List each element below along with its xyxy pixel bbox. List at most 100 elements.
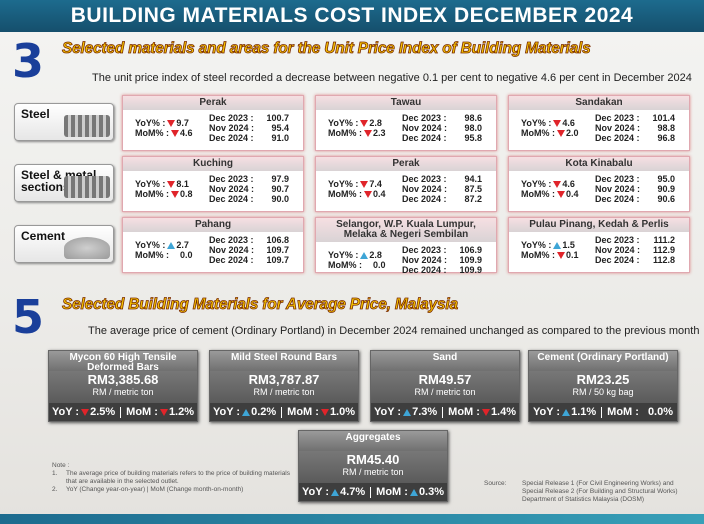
price: RM23.25 (529, 373, 677, 387)
source-line: Special Release 2 (For Building and Stru… (522, 488, 678, 496)
mom-value: 0.0 (373, 260, 386, 270)
arrow-down (553, 120, 561, 127)
yoy-value: 2.5% (90, 406, 115, 418)
index-card: Selangor, W.P. Kuala Lumpur, Melaka & Ne… (315, 217, 497, 273)
yoy-value: 4.6 (562, 179, 575, 189)
dec2024-label: Dec 2024 : (402, 133, 447, 143)
change-bar: YoY :4.7%MoM :0.3% (299, 483, 447, 501)
page-title: BUILDING MATERIALS COST INDEX DECEMBER 2… (0, 0, 704, 32)
arrow-down (557, 191, 565, 198)
nov2024-value: 95.4 (271, 123, 289, 133)
arrow-down (360, 181, 368, 188)
yoy-line: YoY% :4.6 (521, 118, 575, 128)
yoy-line: YoY% :2.8 (328, 118, 382, 128)
yoy-line: YoY% :1.5 (521, 240, 575, 250)
yoy-value: 0.2% (251, 406, 276, 418)
mom-label: MoM% : (135, 189, 169, 199)
material-name: Mycon 60 High Tensile Deformed Bars (49, 351, 197, 371)
arrow-down (557, 252, 565, 259)
nov2024-value: 90.9 (657, 184, 675, 194)
mom-value: 0.0% (648, 406, 673, 418)
section-number: 3 (12, 38, 44, 84)
yoy-label: YoY : (533, 406, 560, 418)
note-number: 2. (52, 486, 66, 494)
nov2024-label: Nov 2024 : (209, 123, 254, 133)
dec2023-label: Dec 2023 : (209, 235, 254, 245)
unit: RM / metric ton (210, 387, 358, 397)
material-image (64, 115, 110, 137)
yoy-line: YoY% :9.7 (135, 118, 189, 128)
area-name: Pahang (123, 218, 303, 232)
material-image (64, 176, 110, 198)
nov2024-value: 109.7 (266, 245, 289, 255)
dec2023-value: 106.9 (459, 245, 482, 255)
arrow-down (482, 409, 490, 416)
dec2023-label: Dec 2023 : (595, 174, 640, 184)
area-name: Tawau (316, 96, 496, 110)
dec2024-label: Dec 2024 : (402, 194, 447, 204)
yoy-value: 4.7% (340, 486, 365, 498)
separator (442, 407, 443, 418)
price: RM3,787.87 (210, 373, 358, 387)
note-number: 1. (52, 470, 66, 486)
nov2024-value: 98.0 (464, 123, 482, 133)
separator (601, 407, 602, 418)
nov2024-label: Nov 2024 : (402, 255, 447, 265)
mom-value: 1.2% (169, 406, 194, 418)
nov2024-value: 98.8 (657, 123, 675, 133)
arrow-up (410, 489, 418, 496)
yoy-value: 2.8 (369, 118, 382, 128)
note: Note : 1.The average price of building m… (52, 462, 292, 494)
material-label: Steel & metal sections (14, 164, 114, 202)
note-title: Note : (52, 462, 292, 470)
arrow-up (553, 242, 561, 249)
material-name: Mild Steel Round Bars (210, 351, 358, 371)
mom-value: 0.1 (566, 250, 579, 260)
yoy-label: YoY% : (135, 118, 165, 128)
yoy-label: YoY% : (135, 240, 165, 250)
mom-label: MoM% : (135, 250, 169, 260)
arrow-down (557, 130, 565, 137)
source-label: Source: (484, 480, 522, 504)
dec2023-label: Dec 2023 : (595, 113, 640, 123)
note-item: 1.The average price of building material… (52, 470, 292, 486)
mom-label: MoM% : (135, 128, 169, 138)
price: RM3,385.68 (49, 373, 197, 387)
area-name: Selangor, W.P. Kuala Lumpur, Melaka & Ne… (316, 218, 496, 242)
yoy-line: YoY% :2.7 (135, 240, 189, 250)
nov2024-label: Nov 2024 : (402, 184, 447, 194)
yoy-value: 7.3% (412, 406, 437, 418)
arrow-up (242, 409, 250, 416)
source: Source: Special Release 1 (For Civil Eng… (484, 480, 694, 504)
dec2023-value: 106.8 (266, 235, 289, 245)
material-image (64, 237, 110, 259)
mom-label: MoM : (448, 406, 480, 418)
separator (281, 407, 282, 418)
dec2024-value: 87.2 (464, 194, 482, 204)
mom-label: MoM% : (521, 128, 555, 138)
dec2024-label: Dec 2024 : (402, 265, 447, 275)
mom-line: MoM% :0.4 (521, 189, 579, 199)
yoy-label: YoY : (302, 486, 329, 498)
dec2023-label: Dec 2023 : (209, 174, 254, 184)
separator (120, 407, 121, 418)
change-bar: YoY :7.3%MoM :1.4% (371, 403, 519, 421)
yoy-value: 1.1% (571, 406, 596, 418)
material-name: Aggregates (299, 431, 447, 451)
dec2024-label: Dec 2024 : (595, 194, 640, 204)
mom-line: MoM% :2.0 (521, 128, 579, 138)
yoy-label: YoY% : (135, 179, 165, 189)
dec2023-value: 111.2 (653, 235, 675, 245)
